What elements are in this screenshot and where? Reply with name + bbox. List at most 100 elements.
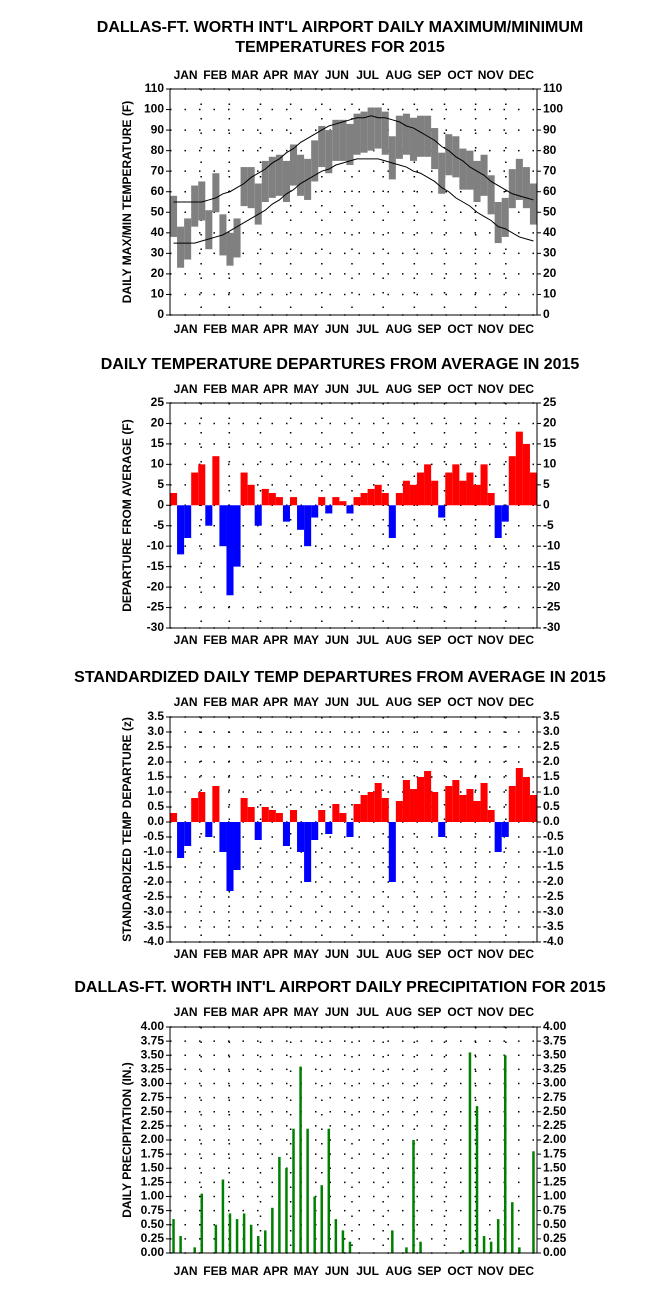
bar: [522, 443, 530, 506]
month-label: NOV: [478, 322, 504, 336]
y-tick-label: 0: [157, 497, 164, 511]
bar: [445, 472, 453, 506]
bar: [409, 484, 418, 506]
y-tick-label-right: 110: [543, 81, 563, 95]
bar: [496, 1219, 500, 1253]
bar: [304, 822, 312, 882]
month-label: JAN: [174, 68, 198, 82]
bar: [367, 792, 375, 822]
bar: [285, 1168, 288, 1253]
bar: [353, 804, 361, 822]
bar: [318, 497, 326, 506]
bar: [256, 1236, 260, 1253]
bar: [219, 505, 227, 547]
bar: [529, 795, 537, 822]
y-tick-label-right: 20: [543, 266, 557, 280]
temp-range-bar: [226, 232, 234, 266]
bar: [249, 1224, 253, 1253]
month-label: JAN: [174, 1005, 198, 1019]
month-label: JAN: [174, 695, 198, 709]
y-tick-label: 50: [151, 204, 165, 218]
month-label: MAR: [231, 68, 259, 82]
normal-line: [173, 115, 534, 203]
temp-range-bar: [325, 130, 333, 174]
bar: [179, 1236, 182, 1253]
bar: [240, 798, 248, 822]
y-tick-label: 90: [151, 122, 165, 136]
temp-range-bar: [240, 167, 248, 207]
bar: [214, 1224, 218, 1253]
y-tick-label-right: 3.00: [543, 1076, 567, 1090]
y-tick-label: 10: [151, 287, 165, 301]
y-tick-label: 1.5: [147, 769, 164, 783]
month-label: OCT: [447, 633, 473, 647]
y-tick-label: -4.0: [143, 934, 164, 948]
bar: [438, 822, 446, 837]
bar: [374, 484, 382, 506]
y-tick-label-right: 2.25: [543, 1118, 567, 1132]
month-label: JUL: [356, 947, 379, 961]
temp-range-bar: [515, 158, 523, 200]
month-label: MAR: [231, 947, 259, 961]
temp-range-bar: [445, 134, 453, 176]
bar: [419, 1241, 422, 1253]
y-tick-label: 3.75: [141, 1033, 165, 1047]
temp-range-bar: [282, 160, 290, 202]
bar: [254, 822, 262, 840]
temp-range-bar: [254, 183, 262, 225]
bar: [339, 813, 347, 822]
month-label: APR: [263, 68, 289, 82]
y-tick-label-right: -15: [543, 559, 561, 573]
month-label: APR: [263, 633, 289, 647]
y-tick-label-right: -1.5: [543, 859, 564, 873]
bar: [228, 1213, 232, 1253]
plot-frame: [169, 716, 538, 943]
bar: [395, 493, 403, 506]
temp-range-bar: [529, 183, 537, 225]
y-tick-label: 60: [151, 184, 165, 198]
month-label: JUL: [356, 322, 379, 336]
temp-range-bar: [346, 123, 354, 166]
y-tick-label-right: -0.5: [543, 829, 564, 843]
bar: [233, 505, 241, 567]
month-label: JAN: [174, 947, 198, 961]
y-tick-label-right: 2.50: [543, 1104, 567, 1118]
y-axis-label: STANDARDIZED TEMP DEPARTURE (z): [120, 717, 134, 942]
y-tick-label-right: 30: [543, 246, 557, 260]
bar: [459, 480, 467, 506]
y-tick-label: -2.0: [143, 874, 164, 888]
month-label: JAN: [174, 633, 198, 647]
bar: [489, 1241, 493, 1253]
month-label: AUG: [385, 633, 412, 647]
y-tick-label: 0.0: [147, 814, 164, 828]
y-tick-label-right: 5: [543, 477, 550, 491]
month-label: JAN: [174, 382, 198, 396]
month-label: JAN: [174, 1264, 198, 1278]
month-label: OCT: [447, 1264, 473, 1278]
y-tick-label: 1.75: [141, 1146, 165, 1160]
bar: [275, 497, 283, 506]
month-label: FEB: [203, 382, 227, 396]
month-label: FEB: [203, 1264, 227, 1278]
bar: [381, 798, 389, 822]
y-tick-label-right: 2.5: [543, 739, 560, 753]
y-tick-label: -2.5: [143, 889, 164, 903]
bar: [271, 1207, 274, 1253]
y-tick-label: 20: [151, 266, 165, 280]
temp-range-bar: [318, 125, 326, 168]
bar: [367, 488, 375, 506]
temp-range-bar: [170, 195, 178, 237]
y-tick-label: 2.75: [141, 1090, 165, 1104]
temp-range-bar: [268, 156, 276, 198]
bar: [503, 1055, 507, 1253]
temp-range-bar: [395, 115, 403, 159]
month-label: JUL: [356, 633, 379, 647]
temp-range-bar: [501, 197, 509, 237]
y-tick-label: 70: [151, 163, 165, 177]
bar: [452, 464, 460, 506]
y-tick-label: 15: [151, 436, 165, 450]
bar: [388, 505, 396, 538]
month-label: MAY: [293, 1005, 319, 1019]
y-tick-label: 30: [151, 246, 165, 260]
